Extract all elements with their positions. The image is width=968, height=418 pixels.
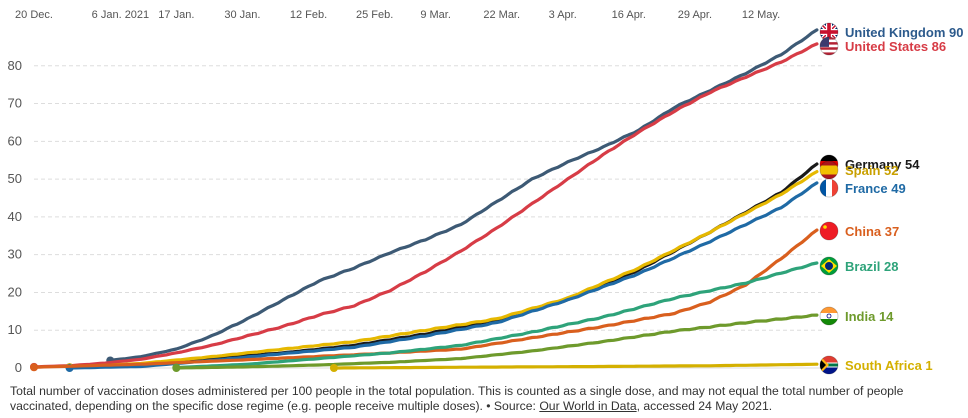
flag-band — [826, 179, 832, 197]
x-tick-label: 22 Mar. — [483, 9, 520, 21]
flag-body — [820, 179, 838, 197]
flag-outline — [819, 178, 839, 198]
series-label: Spain 52 — [845, 163, 898, 178]
south-africa-flag-icon — [819, 355, 839, 375]
x-tick-label: 3 Apr. — [549, 9, 577, 21]
flag-body — [820, 23, 838, 41]
x-tick-label: 17 Jan. — [158, 9, 194, 21]
flag-triangle-inner — [820, 359, 826, 371]
series-start-point — [30, 363, 38, 372]
chart-caption: Total number of vaccination doses admini… — [10, 384, 960, 414]
x-tick-label: 12 May. — [742, 9, 780, 21]
y-tick-label: 0 — [15, 360, 22, 375]
flag-body — [820, 257, 838, 275]
y-tick-label: 70 — [8, 96, 22, 111]
vaccination-line-chart: 0 10 20 30 40 50 60 70 80 20 Dec. 6 Jan. 2021 17 Ja… — [8, 9, 964, 375]
series-label: India 14 — [845, 309, 894, 324]
caption-text: Total number of vaccination doses admini… — [10, 384, 904, 413]
flag-globe — [825, 262, 833, 270]
series-line-germany — [68, 162, 819, 369]
series-label: United States 86 — [845, 39, 946, 54]
y-tick-label: 50 — [8, 171, 22, 186]
series-label: China 37 — [845, 224, 899, 239]
series-start-point — [329, 364, 338, 372]
flag-body — [820, 161, 838, 179]
flag-outline — [819, 306, 839, 326]
series-label: Germany 54 — [845, 157, 920, 172]
france-flag-icon — [819, 178, 839, 198]
flag-stripe — [820, 49, 838, 53]
flag-outline — [819, 221, 839, 241]
x-tick-label: 16 Apr. — [612, 9, 646, 21]
source-link[interactable]: Our World in Data — [539, 399, 637, 413]
x-tick-label: 9 Mar. — [420, 9, 451, 21]
x-tick-label: 30 Jan. — [224, 9, 260, 21]
series-line-china — [32, 228, 819, 369]
caption-suffix: , accessed 24 May 2021. — [636, 399, 773, 413]
series-label: United Kingdom 90 — [845, 25, 963, 40]
y-tick-label: 60 — [8, 133, 22, 148]
flag-wheel — [826, 313, 832, 319]
series-start-point — [172, 364, 181, 372]
x-tick-label: 6 Jan. 2021 — [92, 9, 150, 21]
series-line-united-states — [32, 42, 819, 369]
flag-outline — [819, 36, 839, 56]
series-line-brazil — [174, 261, 819, 370]
series-line-south-africa — [332, 362, 819, 370]
flag-band — [832, 179, 838, 197]
flag-body — [820, 37, 838, 55]
y-tick-label: 10 — [8, 322, 22, 337]
series-label: South Africa 1 — [845, 358, 933, 373]
series-label: France 49 — [845, 181, 906, 196]
x-tick-label: 29 Apr. — [678, 9, 712, 21]
flag-band — [820, 319, 838, 325]
x-tick-label: 20 Dec. — [15, 9, 53, 21]
flag-band — [820, 174, 838, 179]
flag-body — [820, 222, 838, 240]
flag-body — [820, 307, 838, 325]
spain-flag-icon — [819, 160, 839, 180]
flag-body — [820, 356, 838, 374]
y-tick-label: 20 — [8, 284, 22, 299]
series-line-france — [68, 181, 819, 370]
series-line-india — [174, 313, 819, 370]
flag-star — [823, 225, 827, 229]
y-tick-label: 40 — [8, 209, 22, 224]
flag-band — [820, 165, 838, 175]
flag-canton — [820, 37, 829, 47]
china-flag-icon — [819, 221, 839, 241]
flag-band — [820, 313, 838, 319]
flag-band — [820, 365, 838, 374]
flag-outline — [819, 256, 839, 276]
x-tick-label: 25 Feb. — [356, 9, 393, 21]
flag-band — [820, 356, 838, 365]
flag-stripe — [820, 52, 838, 55]
y-tick-label: 30 — [8, 247, 22, 262]
flag-stripe — [820, 47, 838, 50]
flag-cross-red — [820, 30, 838, 34]
series-line-spain — [68, 170, 819, 369]
us-flag-icon — [819, 36, 839, 56]
flag-band — [820, 155, 838, 161]
x-tick-label: 12 Feb. — [290, 9, 327, 21]
flag-band — [820, 307, 838, 313]
flag-band — [820, 179, 826, 197]
series-label: Brazil 28 — [845, 259, 898, 274]
y-tick-label: 80 — [8, 58, 22, 73]
series-line-united-kingdom — [108, 28, 819, 363]
flag-band — [820, 161, 838, 166]
flag-outline — [819, 355, 839, 375]
brazil-flag-icon — [819, 256, 839, 276]
india-flag-icon — [819, 306, 839, 326]
